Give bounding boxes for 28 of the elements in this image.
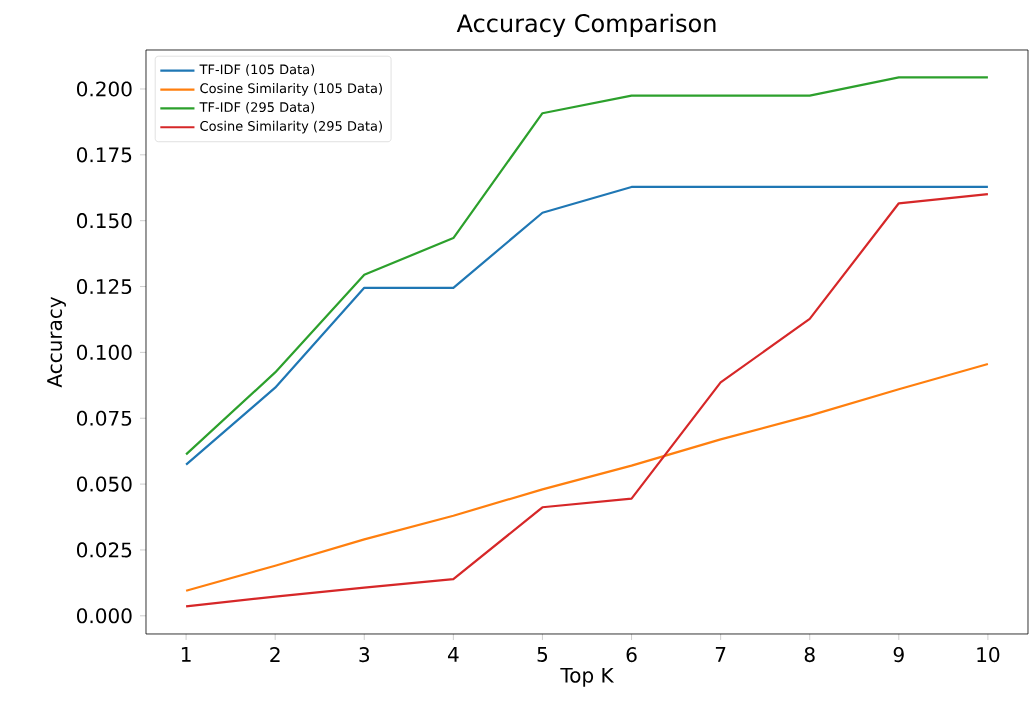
y-tick-label: 0.075 [77, 410, 132, 426]
y-tick-label: 0.050 [77, 476, 132, 492]
x-axis-title: Top K [560, 667, 615, 687]
y-tick-label: 0.025 [77, 542, 132, 558]
y-tick-label: 0.000 [77, 608, 132, 624]
x-tick-label: 5 [537, 647, 548, 662]
legend-label: TF-IDF (105 Data) [199, 64, 315, 76]
y-tick-label: 0.200 [77, 81, 132, 97]
x-tick-label: 4 [447, 647, 459, 662]
legend-label: Cosine Similarity (295 Data) [200, 120, 382, 134]
legend-label: Cosine Similarity (105 Data) [200, 83, 382, 96]
legend-label: TF-IDF (295 Data) [199, 101, 315, 114]
y-tick-label: 0.125 [77, 278, 132, 295]
x-tick-label: 7 [715, 647, 726, 662]
y-tick-label: 0.100 [77, 344, 132, 360]
y-tick-label: 0.175 [77, 147, 132, 163]
x-tick-label: 9 [893, 647, 904, 663]
x-tick-label: 8 [804, 647, 815, 663]
y-axis-title: Accuracy [47, 296, 66, 388]
x-tick-label: 3 [359, 647, 370, 663]
line-series [184, 192, 989, 608]
x-tick-label: 2 [270, 647, 280, 662]
x-tick-label: 10 [977, 647, 1000, 663]
line-series [184, 362, 989, 592]
x-tick-label: 6 [626, 647, 637, 663]
chart-title: Accuracy Comparison [456, 13, 716, 37]
y-tick-label: 0.150 [77, 213, 132, 229]
x-tick-label: 1 [181, 647, 191, 662]
